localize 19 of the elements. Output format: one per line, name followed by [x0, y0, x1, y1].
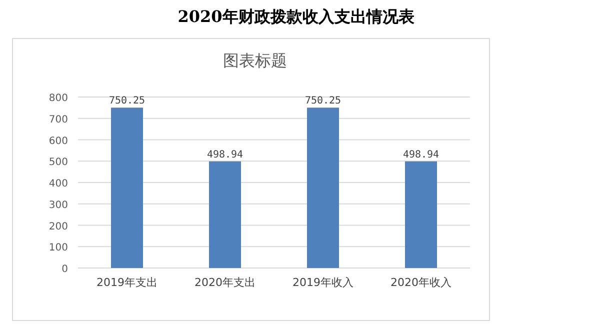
- y-tick-label: 500: [48, 157, 68, 168]
- x-tick-label: 2019年支出: [96, 276, 158, 289]
- x-tick-label: 2020年收入: [390, 276, 452, 289]
- y-tick-label: 100: [48, 242, 68, 254]
- y-tick-label: 0: [62, 264, 68, 275]
- y-tick-label: 400: [48, 178, 68, 190]
- data-label: 498.94: [206, 149, 244, 160]
- y-tick-label: 300: [48, 200, 68, 211]
- y-tick-label: 700: [48, 114, 68, 126]
- y-tick-label: 200: [48, 221, 68, 232]
- chart-title: 2020年财政拨款收入支出情况表: [178, 7, 416, 26]
- x-tick-label: 2020年支出: [194, 276, 256, 289]
- data-label: 750.25: [304, 96, 342, 107]
- data-label: 750.25: [108, 96, 146, 107]
- chart-subtitle: 图表标题: [223, 51, 287, 70]
- data-label: 498.94: [402, 149, 440, 160]
- y-tick-label: 800: [48, 93, 68, 104]
- x-tick-label: 2019年收入: [292, 276, 354, 289]
- y-tick-label: 600: [48, 136, 68, 147]
